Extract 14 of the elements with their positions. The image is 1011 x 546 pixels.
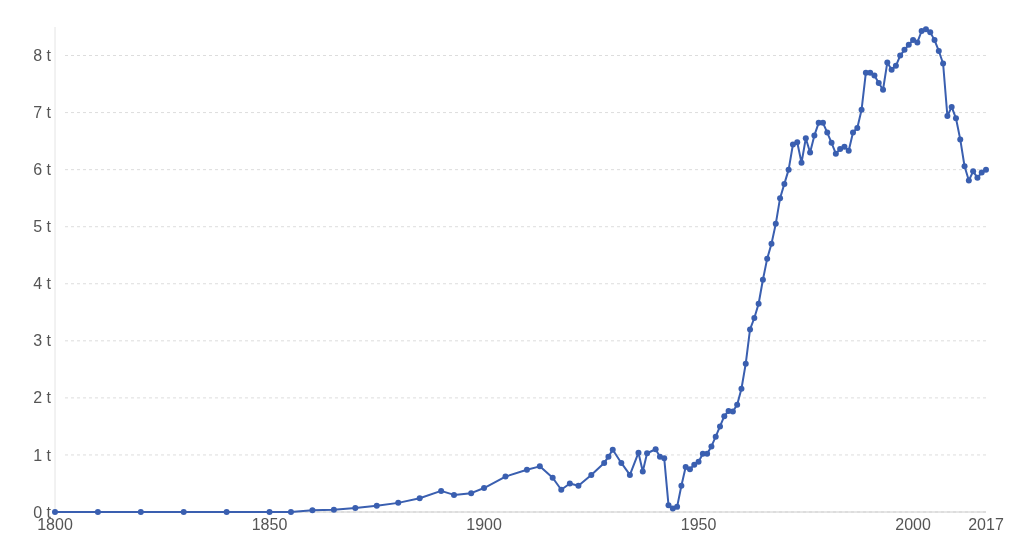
x-tick-label: 1800 [37,516,73,533]
y-tick-label: 5 t [33,218,52,236]
y-tick-label: 3 t [33,332,52,350]
x-tick-label: 1950 [680,516,717,533]
x-tick-label: 1850 [251,516,288,533]
y-tick-label: 2 t [33,389,52,407]
x-tick-label: 1900 [466,516,502,533]
y-tick-label: 4 t [33,275,52,293]
y-tick-label: 1 t [33,446,52,464]
y-tick-label: 7 t [33,104,52,122]
y-tick-label: 8 t [33,47,52,65]
x-tick-label: 2017 [968,516,1004,533]
x-tick-label: 2000 [895,516,931,533]
y-tick-label: 6 t [33,161,52,179]
